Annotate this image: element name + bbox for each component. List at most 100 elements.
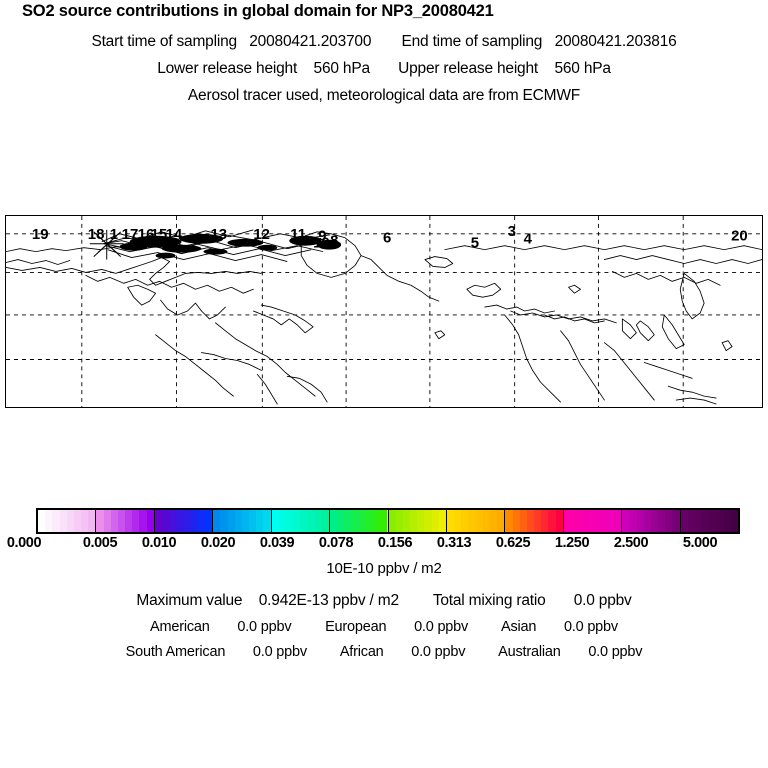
colorbar-step: [438, 510, 446, 532]
colorbar-step: [256, 510, 264, 532]
colorbar-step: [578, 510, 586, 532]
colorbar-step: [519, 510, 527, 532]
colorbar-step: [599, 510, 607, 532]
colorbar-step: [59, 510, 67, 532]
colorbar-step: [117, 510, 126, 532]
colorbar-step: [205, 510, 213, 532]
colorbar-step: [702, 510, 710, 532]
tracer-info-line: Aerosol tracer used, meteorological data…: [187, 87, 581, 104]
colorbar-step: [271, 510, 279, 532]
colorbar-step: [96, 510, 104, 532]
colorbar-tick-label: 1.250: [554, 535, 590, 551]
traj-label: 6: [383, 231, 391, 247]
colorbar-step: [241, 510, 250, 532]
colorbar-segment: [213, 510, 272, 532]
total-mixing-label: Total mixing ratio: [432, 592, 546, 609]
colorbar-step: [454, 510, 462, 532]
end-time-value: 20080421.203816: [554, 33, 677, 50]
colorbar-step: [526, 510, 535, 532]
colorbar-step: [103, 510, 111, 532]
release-height-line: Lower release height 560 hPa Upper relea…: [0, 60, 768, 78]
colorbar-step: [446, 510, 455, 532]
colorbar-step: [110, 510, 118, 532]
colorbar-step: [45, 510, 53, 532]
colorbar-step: [424, 510, 432, 532]
colorbar-step: [680, 510, 688, 532]
end-time-label: End time of sampling: [401, 33, 543, 50]
colorbar-segment: [388, 510, 447, 532]
colorbar-scale[interactable]: [36, 508, 740, 534]
traj-label: 20: [731, 229, 748, 245]
traj-label: 17: [122, 227, 139, 243]
region-value-australian: 0.0 ppbv: [588, 644, 643, 660]
colorbar-step: [555, 510, 563, 532]
colorbar-tick-label: 0.000: [6, 535, 42, 551]
colorbar-segment: [563, 510, 623, 532]
start-time-value: 20080421.203700: [249, 33, 372, 50]
colorbar-step: [73, 510, 82, 532]
colorbar-step: [497, 510, 505, 532]
traj-label: 12: [253, 227, 270, 243]
colorbar-step: [672, 510, 680, 532]
colorbar-tick-label: 0.078: [318, 535, 354, 551]
sampling-time-line: Start time of sampling 20080421.203700 E…: [0, 33, 768, 51]
colorbar-step: [388, 510, 396, 532]
colorbar-tick-labels: 0.000 0.005 0.010 0.020 0.039 0.078 0.156 0.313…: [0, 535, 768, 553]
colorbar-step: [263, 510, 271, 532]
colorbar-step: [730, 510, 739, 532]
colorbar-step: [665, 510, 673, 532]
colorbar-step: [694, 510, 703, 532]
colorbar-step: [125, 510, 133, 532]
region-name-asian: Asian: [500, 619, 537, 635]
traj-label: 9: [318, 229, 326, 245]
colorbar-step: [321, 510, 330, 532]
colorbar-step: [468, 510, 476, 532]
world-map-panel[interactable]: 19 18 1 17 16 15 14 13 12 11 10 9 8 6 5 …: [5, 215, 763, 408]
region-row-2: South American 0.0 ppbv African 0.0 ppbv…: [0, 644, 768, 660]
colorbar-step: [585, 510, 593, 532]
colorbar-tick-label: 0.313: [436, 535, 472, 551]
trajectory-number-labels: 19 18 1 17 16 15 14 13 12 11 10 9 8 6 5 …: [32, 224, 748, 252]
colorbar-step: [606, 510, 614, 532]
colorbar-step: [344, 510, 352, 532]
traj-label: 19: [32, 227, 49, 243]
coastline-outlines: [6, 231, 762, 405]
colorbar-step: [52, 510, 60, 532]
colorbar-tick-label: 2.500: [613, 535, 649, 551]
colorbar-segment: [271, 510, 331, 532]
upper-release-label: Upper release height: [398, 60, 539, 77]
colorbar-step: [169, 510, 177, 532]
colorbar-step: [139, 510, 147, 532]
colorbar-step: [293, 510, 301, 532]
colorbar-step: [176, 510, 184, 532]
colorbar-step: [402, 510, 411, 532]
region-name-american: American: [150, 619, 210, 635]
colorbar-step: [146, 510, 154, 532]
traj-label: 15: [151, 227, 168, 243]
colorbar-segment: [505, 510, 564, 532]
colorbar-segment: [38, 510, 97, 532]
upper-release-value: 560 hPa: [554, 60, 611, 77]
colorbar-step: [541, 510, 549, 532]
traj-label: 16: [138, 227, 155, 243]
colorbar-unit-label: 10E-10 ppbv / m2: [326, 560, 442, 577]
colorbar-step: [636, 510, 644, 532]
colorbar-step: [132, 510, 140, 532]
colorbar-step: [162, 510, 170, 532]
colorbar-step: [197, 510, 206, 532]
colorbar-step: [337, 510, 345, 532]
colorbar-step: [489, 510, 498, 532]
region-value-european: 0.0 ppbv: [414, 619, 469, 635]
region-value-american: 0.0 ppbv: [237, 619, 292, 635]
traj-label: 14: [166, 227, 183, 243]
colorbar-step: [614, 510, 622, 532]
colorbar-step: [461, 510, 469, 532]
colorbar-step: [548, 510, 556, 532]
colorbar-step: [314, 510, 322, 532]
colorbar-step: [190, 510, 198, 532]
region-value-south-american: 0.0 ppbv: [252, 644, 307, 660]
colorbar-step: [154, 510, 163, 532]
plume-trajectories: [101, 229, 342, 262]
region-name-south-american: South American: [125, 644, 226, 660]
colorbar-step: [716, 510, 724, 532]
